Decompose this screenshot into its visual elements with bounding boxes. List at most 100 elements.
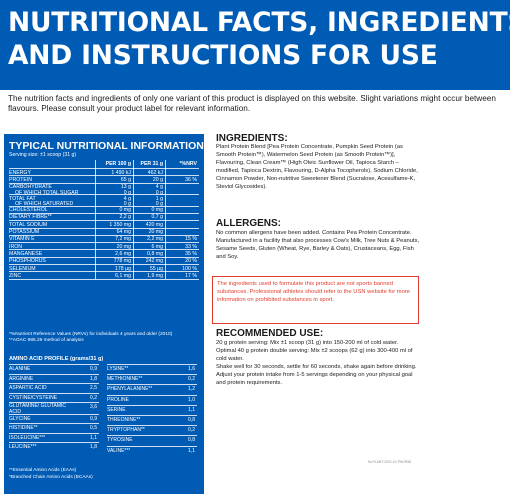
- page-header: NUTRITIONAL FACTS, INGREDIENTS AND INSTR…: [0, 0, 510, 90]
- value-nrv: 36 %: [185, 176, 197, 183]
- table-column-divider: [133, 160, 134, 279]
- amino-acid-name: LEUCINE***: [9, 444, 37, 450]
- amino-acid-row: GLUTAMINE/ GLUTAMIC ACID 3,6: [9, 402, 99, 414]
- nutrient-name: ENERGY: [9, 169, 31, 176]
- subvalue-per-serving: 0 g: [155, 189, 163, 196]
- nutrition-row: PROTEIN 65 g 20 g 36 %: [9, 175, 199, 183]
- nutrition-title: TYPICAL NUTRITIONAL INFORMATION: [9, 140, 204, 152]
- nutrient-name: CARBOHYDRATE: [9, 184, 52, 191]
- nutrient-name: TOTAL SODIUM: [9, 221, 48, 228]
- amino-acid-row: VALINE*** 1,1: [107, 445, 197, 456]
- amino-acid-name: VALINE***: [107, 447, 131, 454]
- value-per-100g: 64 mg: [116, 229, 131, 235]
- amino-acid-row: TYROSINE 0,8: [107, 435, 197, 445]
- nutrient-name: PHOSPHORUS: [9, 258, 46, 265]
- value-nrv: 20 %: [185, 258, 197, 265]
- product-label: TYPICAL NUTRITIONAL INFORMATION Serving …: [0, 132, 510, 496]
- amino-acid-value: 0,9: [90, 366, 97, 372]
- amino-acid-row: GLYCINE 0,9: [9, 413, 99, 424]
- serving-size: Serving size: ±1 scoop (31 g): [9, 152, 77, 158]
- amino-acid-value: 1,1: [90, 434, 97, 441]
- value-per-100g: 7,2 mg: [115, 236, 131, 243]
- amino-acid-row: LYSINE** 1,6: [107, 364, 197, 374]
- amino-acid-row: ASPARTIC ACID 2,5: [9, 383, 99, 393]
- nutrition-row: VITAMIN E 7,2 mg 2,2 mg 15 %: [9, 234, 199, 243]
- column-per-100g: PER 100 g: [105, 161, 131, 167]
- value-per-100g: 1 350 mg: [109, 221, 131, 228]
- page-title-line2: AND INSTRUCTIONS FOR USE: [8, 40, 438, 71]
- value-per-serving: 1,9 mg: [147, 272, 163, 279]
- nutrient-name: ZINC: [9, 272, 22, 279]
- nutrition-row: MANGANESE 2,6 mg 0,8 mg 35 %: [9, 249, 199, 257]
- amino-acid-name: TRYPTOPHAN**: [107, 427, 145, 434]
- amino-acid-row: ISOLEUCINE*** 1,1: [9, 432, 99, 443]
- value-per-100g: 65 g: [120, 176, 131, 183]
- nutrient-name: DIETARY FIBRE**: [9, 214, 52, 221]
- nutrient-name: POTASSIUM: [9, 229, 40, 235]
- column-nrv: *%NRV: [179, 161, 198, 167]
- amino-acid-title: AMINO ACID PROFILE (grams/31 g): [9, 356, 104, 362]
- value-per-serving: 4 g: [155, 184, 163, 191]
- amino-acid-name: ASPARTIC ACID: [9, 385, 47, 391]
- amino-acid-value: 1,8: [90, 375, 97, 382]
- value-per-100g: 6,1 mg: [115, 272, 131, 279]
- amino-acid-name: PHENYLALANINE**: [107, 386, 153, 393]
- nutrient-name: SELENIUM: [9, 265, 36, 272]
- subvalue-per-100g: 0 g: [123, 189, 131, 196]
- amino-acid-value: 3,6: [90, 404, 97, 410]
- value-nrv: 100 %: [182, 265, 197, 272]
- amino-acid-name: THREONINE**: [107, 417, 141, 423]
- page-title: NUTRITIONAL FACTS, INGREDIENTS AND INSTR…: [8, 6, 510, 72]
- value-per-100g: 20 mg: [116, 243, 131, 250]
- banned-substance-warning: The ingredients used to formulate this p…: [212, 276, 419, 324]
- nutrition-table-header: PER 100 g PER 31 g *%NRV: [9, 160, 199, 168]
- nutrition-row: PHOSPHORUS 778 mg 242 mg 20 %: [9, 256, 199, 265]
- variant-notice-text: The nutrition facts and ingredients of o…: [8, 94, 496, 113]
- nutrition-row: POTASSIUM 64 mg 20 mg: [9, 227, 199, 235]
- amino-acid-value: 2,5: [90, 385, 97, 391]
- value-per-100g: 178 µg: [115, 265, 131, 272]
- amino-acid-value: 0,5: [90, 425, 97, 431]
- nutrition-row: CHOLESTEROL 0 mg 0 mg: [9, 205, 199, 214]
- amino-acid-value: 0,2: [90, 394, 97, 401]
- allergens-heading: ALLERGENS:: [216, 218, 281, 229]
- value-per-100g: 4 g: [123, 195, 131, 202]
- table-column-divider: [95, 160, 96, 279]
- amino-acid-row: ALANINE 0,9: [9, 364, 99, 374]
- value-per-serving: 20 g: [152, 176, 163, 183]
- recommended-use-heading: RECOMMENDED USE:: [216, 328, 324, 339]
- warning-text: The ingredients used to formulate this p…: [217, 281, 411, 303]
- value-per-100g: 0 mg: [119, 207, 131, 214]
- amino-acid-name: ARGININE: [9, 375, 34, 382]
- nutrition-row: IRON 20 mg 6 mg 33 %: [9, 242, 199, 250]
- nutrient-name: PROTEIN: [9, 176, 33, 183]
- nutrition-row: ZINC 6,1 mg 1,9 mg 17 %: [9, 271, 199, 279]
- value-per-serving: 0 mg: [151, 207, 163, 214]
- amino-acid-footnote: **Essential Amino Acids (EAAs) *Branched…: [9, 468, 93, 480]
- value-nrv: 33 %: [185, 243, 197, 250]
- nutrient-subname: OF WHICH SATURATED: [15, 201, 74, 208]
- value-per-serving: 20 mg: [148, 229, 163, 235]
- amino-acid-row: PROLINE 1,0: [107, 394, 197, 405]
- nutrient-name: MANGANESE: [9, 250, 43, 257]
- value-per-serving: 55 µg: [149, 265, 163, 272]
- nutrition-footnote: *%Nutrient Reference Values (NRVs) for i…: [9, 332, 173, 343]
- value-per-100g: 2,2 g: [119, 214, 131, 221]
- variant-notice: The nutrition facts and ingredients of o…: [0, 90, 510, 132]
- amino-acid-value: 1,2: [188, 386, 195, 393]
- amino-acid-value: 0,8: [188, 437, 195, 444]
- amino-acid-value: 1,8: [90, 444, 97, 450]
- value-per-100g: 13 g: [120, 184, 131, 191]
- amino-acid-value: 0,9: [90, 415, 97, 422]
- nutrition-panel: TYPICAL NUTRITIONAL INFORMATION Serving …: [4, 134, 204, 494]
- amino-acid-value: 1,0: [188, 396, 195, 403]
- value-per-serving: 462 kJ: [147, 169, 163, 176]
- nutrient-name: VITAMIN E: [9, 236, 35, 243]
- value-per-serving: 0,7 g: [151, 214, 163, 221]
- subvalue-per-serving: 0 g: [155, 201, 163, 208]
- allergens-text: No common allergens have been added. Con…: [216, 230, 420, 260]
- value-nrv: 15 %: [185, 236, 197, 243]
- amino-acid-row: PHENYLALANINE** 1,2: [107, 384, 197, 394]
